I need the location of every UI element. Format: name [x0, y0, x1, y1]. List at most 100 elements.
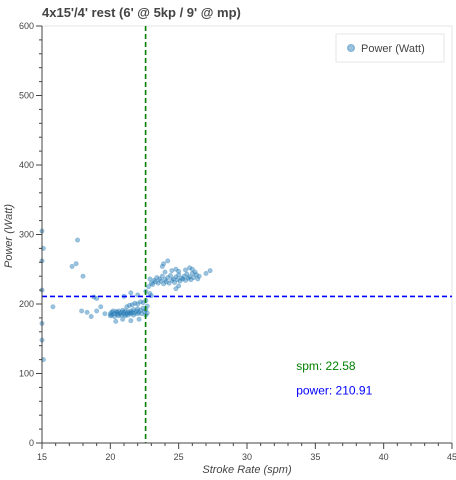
data-point [147, 276, 153, 282]
data-point [189, 270, 195, 276]
chart-title: 4x15'/4' rest (6' @ 5kp / 9' @ mp) [42, 5, 241, 20]
data-point [107, 313, 113, 319]
data-point [177, 278, 183, 284]
data-point [187, 265, 193, 271]
data-point [159, 273, 165, 279]
data-point [118, 309, 124, 315]
data-point [116, 313, 122, 319]
data-point [109, 312, 115, 318]
y-tick-label: 300 [19, 230, 34, 240]
y-tick-label: 500 [19, 91, 34, 101]
data-point [98, 304, 104, 310]
x-tick-label: 35 [310, 452, 320, 462]
data-point [110, 308, 116, 314]
data-point [155, 280, 161, 286]
data-point [69, 263, 75, 269]
data-point [170, 276, 176, 282]
data-point [111, 311, 117, 317]
data-points [39, 228, 213, 363]
x-tick-label: 40 [379, 452, 389, 462]
data-point [174, 277, 180, 283]
data-point [159, 263, 165, 269]
data-point [148, 280, 154, 286]
data-point [113, 318, 119, 324]
data-point [75, 237, 81, 243]
data-point [137, 299, 143, 305]
data-point [121, 311, 127, 317]
data-point [118, 312, 124, 318]
data-point [88, 314, 94, 320]
annotation-text: power: 210.91 [296, 383, 372, 397]
data-point [80, 273, 86, 279]
x-tick-label: 25 [174, 452, 184, 462]
legend-label: Power (Watt) [361, 43, 425, 55]
x-tick-label: 15 [37, 452, 47, 462]
annotations: spm: 22.58 power: 210.91 [296, 359, 372, 397]
data-point [128, 290, 134, 296]
reference-lines [42, 26, 452, 443]
data-point [79, 308, 85, 314]
data-point [203, 270, 209, 276]
data-point [126, 310, 132, 316]
data-point [139, 311, 145, 317]
data-point [152, 279, 158, 285]
data-point [133, 308, 139, 314]
data-point [126, 302, 132, 308]
data-point [111, 314, 117, 320]
plot-area [39, 25, 453, 444]
data-point [125, 309, 131, 315]
data-point [50, 304, 56, 310]
data-point [176, 268, 182, 274]
data-point [184, 271, 190, 277]
data-point [122, 313, 128, 319]
data-point [121, 309, 127, 315]
data-point [181, 273, 187, 279]
annotation-text: spm: 22.58 [296, 359, 356, 373]
data-point [113, 309, 119, 315]
data-point [94, 308, 100, 314]
plot-frame [41, 25, 453, 444]
data-point [188, 277, 194, 283]
data-point [176, 272, 182, 278]
data-point [167, 273, 173, 279]
data-point [161, 281, 167, 287]
data-point [173, 286, 179, 292]
y-tick-label: 600 [19, 21, 34, 31]
data-point [154, 275, 160, 281]
data-point [195, 276, 201, 282]
data-point [125, 312, 131, 318]
y-tick-label: 400 [19, 160, 34, 170]
data-point [129, 309, 135, 315]
legend-box [335, 33, 445, 63]
data-point [162, 269, 168, 275]
data-point [128, 311, 134, 317]
y-axis: 0 100 200 300 400 500 600 [19, 21, 43, 448]
x-tick-label: 45 [447, 452, 456, 462]
legend-marker [347, 44, 355, 52]
data-point [176, 283, 182, 289]
data-point [135, 306, 141, 312]
y-axis-label: Power (Watt) [3, 204, 15, 268]
data-point [192, 269, 198, 275]
y-tick-label: 200 [19, 299, 34, 309]
data-point [180, 276, 186, 282]
y-tick-label: 0 [29, 438, 34, 448]
data-point [135, 311, 141, 317]
data-point [129, 302, 135, 308]
data-point [114, 309, 120, 315]
data-point [109, 309, 115, 315]
data-point [132, 310, 138, 316]
data-point [183, 277, 189, 283]
data-point [187, 274, 193, 280]
data-point [173, 266, 179, 272]
data-point [163, 279, 169, 285]
data-point [73, 261, 79, 267]
data-point [165, 275, 171, 281]
data-point [94, 295, 100, 301]
data-point [196, 273, 202, 279]
data-point [137, 307, 143, 313]
data-point [146, 284, 152, 290]
x-axis: 15 20 25 30 35 40 45 [37, 442, 456, 462]
data-point [136, 316, 142, 322]
